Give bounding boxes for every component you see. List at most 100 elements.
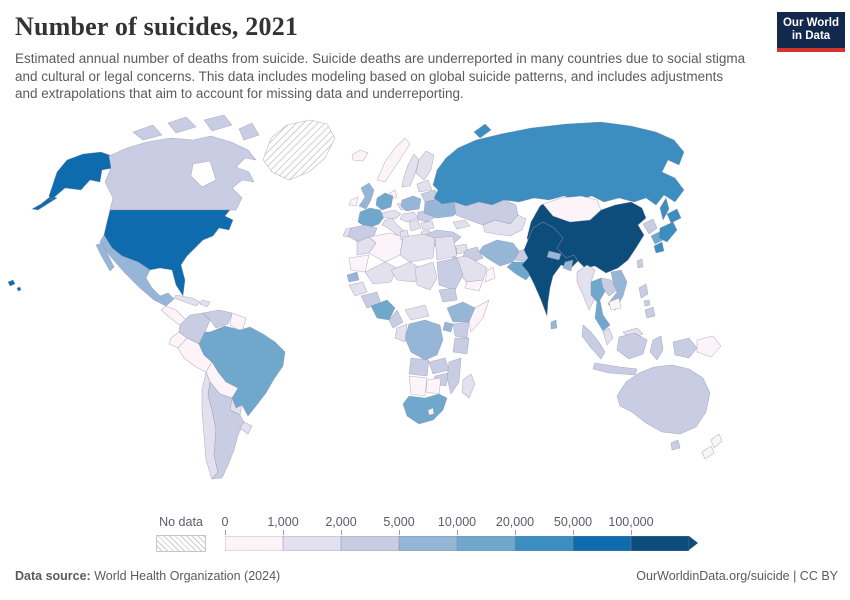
legend-no-data-swatch[interactable] [156,535,206,552]
country-zambia[interactable] [428,357,450,375]
country-canada-islands[interactable] [132,114,260,141]
legend-no-data-label: No data [159,515,203,529]
country-lesotho[interactable] [427,407,435,416]
country-nepal[interactable] [546,250,562,261]
hudson-bay [190,160,217,188]
country-mexico[interactable] [99,234,175,307]
country-uganda[interactable] [442,321,454,333]
country-cuba[interactable] [173,294,201,307]
country-mozambique[interactable] [446,357,462,395]
country-caucasus[interactable] [452,219,471,230]
country-sweden[interactable] [401,153,420,188]
country-argentina[interactable] [207,381,245,480]
country-hispaniola[interactable] [199,299,211,308]
country-kenya[interactable] [452,321,470,339]
country-hungary[interactable] [399,211,419,223]
country-yemen[interactable] [464,279,484,292]
legend-arrow-tip [689,536,698,550]
country-japan[interactable] [653,208,682,254]
country-new-zealand[interactable] [701,433,723,460]
legend-bin-20,000–50,000[interactable] [515,536,573,551]
country-australia[interactable] [616,364,711,451]
country-russia[interactable] [432,121,685,221]
country-somalia[interactable] [468,299,490,333]
country-india[interactable] [521,221,579,317]
country-usa-alaska[interactable] [48,151,114,201]
owid-logo[interactable]: Our World in Data [777,12,845,52]
country-vietnam[interactable] [607,269,628,311]
country-mali[interactable] [364,261,398,285]
country-chad[interactable] [414,261,438,291]
country-taiwan[interactable] [636,258,644,269]
country-north-korea[interactable] [642,218,658,235]
country-mauritania[interactable] [348,254,370,273]
country-central-asia[interactable] [482,214,527,237]
owid-logo-line1: Our World [782,17,839,29]
country-switzerland-austria[interactable] [381,209,402,220]
country-norway[interactable] [376,137,411,183]
country-namibia[interactable] [408,375,428,397]
country-france[interactable] [357,207,385,229]
world-choropleth-map [7,114,723,480]
country-canada[interactable] [104,135,257,211]
country-usa[interactable] [103,209,234,297]
legend-tick [399,530,400,535]
country-portugal[interactable] [342,227,352,238]
country-tanzania[interactable] [452,337,470,355]
country-indonesia[interactable] [581,324,698,379]
legend-tick-label: 100,000 [608,515,654,529]
chart-subtitle: Estimated annual number of deaths from s… [15,51,746,101]
country-laos[interactable] [600,277,618,297]
country-uruguay[interactable] [239,421,253,435]
country-finland[interactable] [415,150,435,181]
legend-bin-5,000–10,000[interactable] [399,536,457,551]
country-uk[interactable] [358,182,375,210]
legend-bin-1,000–2,000[interactable] [283,536,341,551]
country-south-sudan[interactable] [438,287,458,303]
country-iceland[interactable] [351,149,369,162]
legend-bin-0–1,000[interactable] [225,536,283,551]
country-papua-new-guinea[interactable] [696,335,722,358]
legend-bin-50,000–100,000[interactable] [573,536,631,551]
country-cameroon[interactable] [388,309,404,329]
country-gabon-congo[interactable] [394,323,408,343]
country-car[interactable] [404,304,430,321]
country-guinea[interactable] [348,281,368,297]
country-madagascar[interactable] [461,373,476,399]
country-libya[interactable] [399,233,436,263]
country-sri-lanka[interactable] [550,319,558,330]
country-angola[interactable] [408,357,430,377]
country-nigeria[interactable] [370,299,396,321]
country-ireland[interactable] [348,196,359,207]
country-brazil[interactable] [198,325,286,417]
footer-link[interactable]: OurWorldinData.org/suicide | CC BY [636,569,838,583]
country-philippines[interactable] [638,283,656,319]
legend-tick [457,530,458,535]
country-senegal[interactable] [346,271,360,283]
country-oman[interactable] [484,266,496,283]
country-balkans[interactable] [408,219,422,232]
country-venezuela[interactable] [202,309,233,329]
country-bulgaria[interactable] [420,220,435,231]
legend-bin-100,000+[interactable] [631,536,689,551]
legend-tick [631,530,632,535]
country-bangladesh[interactable] [562,259,574,272]
country-usa-hawaii[interactable] [7,279,22,292]
country-egypt[interactable] [434,235,458,261]
legend-bin-2,000–5,000[interactable] [341,536,399,551]
country-dr-congo[interactable] [404,319,444,361]
country-mexico-baja[interactable] [95,242,115,272]
country-south-africa[interactable] [402,393,448,425]
country-sudan[interactable] [436,257,464,291]
legend-bin-10,000–20,000[interactable] [457,536,515,551]
legend-scale: 0 1,000 2,000 5,000 10,000 20,000 50,000 100,00… [222,515,715,555]
country-baltics[interactable] [416,179,433,193]
country-poland[interactable] [400,195,422,212]
country-mongolia[interactable] [542,195,602,223]
country-greenland[interactable] [262,119,336,181]
country-algeria[interactable] [368,232,404,263]
country-botswana[interactable] [425,377,442,395]
country-cambodia[interactable] [608,297,622,311]
country-germany[interactable] [375,192,394,211]
data-source-label: Data source: [15,569,91,583]
